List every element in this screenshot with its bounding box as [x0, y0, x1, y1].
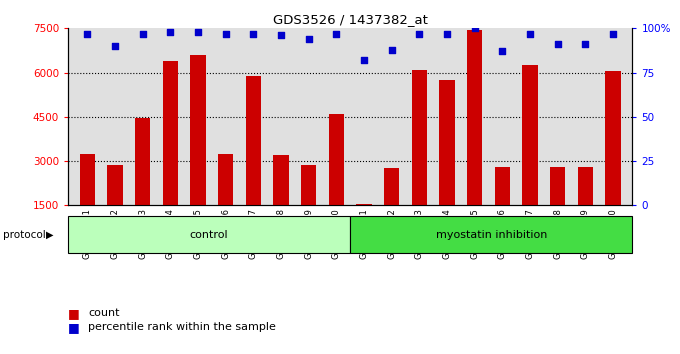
Point — [303, 36, 314, 42]
Bar — [467, 30, 482, 205]
Bar — [245, 75, 261, 205]
Text: control: control — [190, 229, 228, 240]
Point — [469, 25, 480, 31]
Title: GDS3526 / 1437382_at: GDS3526 / 1437382_at — [273, 13, 428, 26]
Bar — [218, 154, 233, 205]
Point — [275, 33, 286, 38]
Bar — [80, 154, 95, 205]
Text: count: count — [88, 308, 120, 318]
Bar — [384, 169, 399, 205]
Text: myostatin inhibition: myostatin inhibition — [436, 229, 547, 240]
Text: protocol: protocol — [3, 229, 46, 240]
Point — [608, 31, 619, 36]
Point — [82, 31, 92, 36]
Bar — [163, 61, 178, 205]
Point — [220, 31, 231, 36]
Point — [414, 31, 425, 36]
Point — [580, 41, 591, 47]
Bar — [273, 155, 288, 205]
Bar — [190, 55, 205, 205]
Point — [331, 31, 342, 36]
Bar — [605, 71, 621, 205]
Bar — [135, 118, 150, 205]
Bar — [301, 166, 316, 205]
Point — [165, 29, 176, 35]
Text: percentile rank within the sample: percentile rank within the sample — [88, 322, 276, 332]
Text: ▶: ▶ — [46, 229, 54, 240]
Text: ■: ■ — [68, 307, 80, 320]
Bar — [412, 70, 427, 205]
Bar — [495, 167, 510, 205]
Point — [248, 31, 259, 36]
Bar — [107, 166, 122, 205]
Bar — [439, 80, 455, 205]
Bar — [350, 216, 632, 253]
Bar — [68, 216, 350, 253]
Bar — [328, 114, 344, 205]
Bar — [356, 204, 372, 205]
Point — [524, 31, 535, 36]
Bar — [522, 65, 538, 205]
Point — [552, 41, 563, 47]
Point — [109, 43, 120, 49]
Bar — [578, 167, 593, 205]
Point — [137, 31, 148, 36]
Point — [441, 31, 452, 36]
Point — [358, 57, 369, 63]
Bar — [550, 167, 565, 205]
Text: ■: ■ — [68, 321, 80, 334]
Point — [386, 47, 397, 52]
Point — [497, 48, 508, 54]
Point — [192, 29, 203, 35]
